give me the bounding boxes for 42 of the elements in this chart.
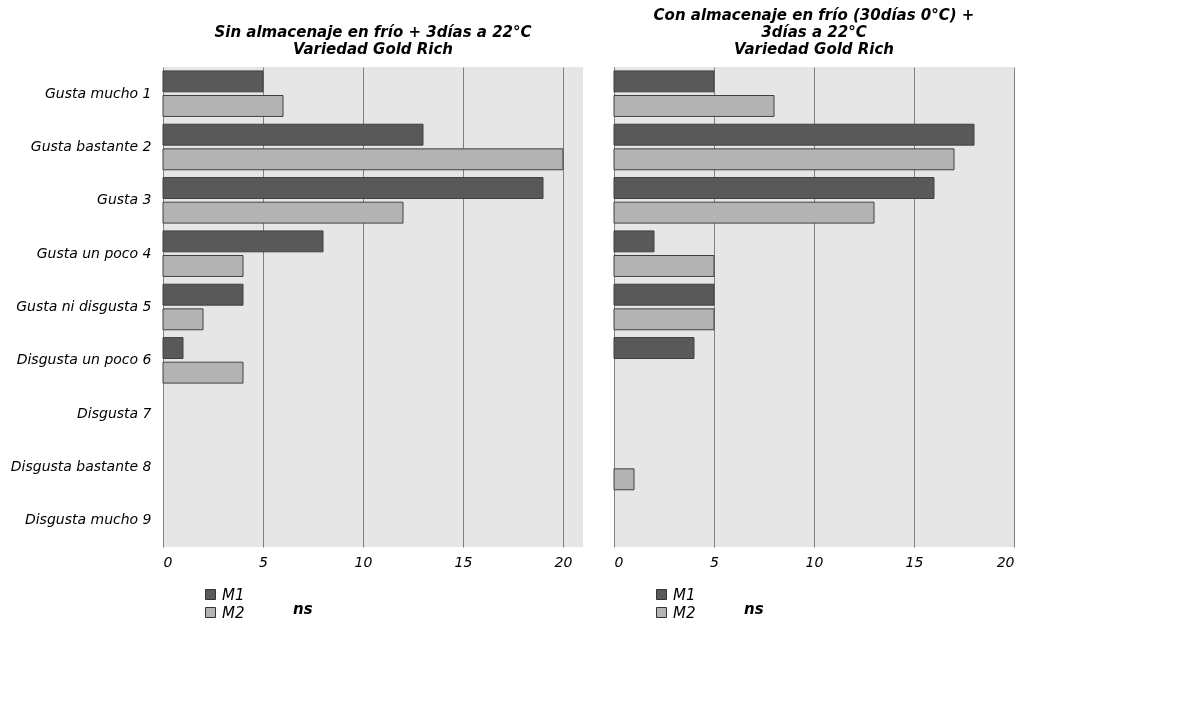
y-tick-label: Gusta 3 <box>97 191 152 208</box>
text: ns <box>293 600 313 618</box>
text: Sin almacenaje en frío + 3días a 22°C <box>214 23 532 41</box>
legend-label: M1 <box>673 585 696 604</box>
bar <box>162 255 244 277</box>
bar <box>162 283 244 306</box>
x-tick-label: 0 <box>163 553 173 570</box>
x-tick-label: 15 <box>454 553 473 570</box>
bar <box>162 70 264 93</box>
y-tick-label: Disgusta un poco 6 <box>16 351 152 368</box>
text: ns <box>744 600 764 618</box>
text: Variedad Gold Rich <box>292 40 454 58</box>
legend-label: M1 <box>222 585 245 604</box>
x-tick-label: 20 <box>996 553 1015 570</box>
y-tick-label: Disgusta 7 <box>77 404 152 421</box>
y-tick-label: Gusta un poco 4 <box>36 244 152 261</box>
y-tick-label: Gusta bastante 2 <box>30 138 152 154</box>
legend-label: M2 <box>673 603 696 622</box>
x-tick-label: 10 <box>354 553 373 570</box>
x-tick-label: 5 <box>710 553 720 570</box>
text: Con almacenaje en frío (30días 0°C) + <box>653 6 975 24</box>
y-tick-label: Gusta ni disgusta 5 <box>16 298 152 314</box>
legend-label: M2 <box>222 603 245 622</box>
text: Variedad Gold Rich <box>733 40 895 58</box>
x-tick-label: 5 <box>259 553 269 570</box>
bar <box>162 337 184 359</box>
bar <box>162 308 204 331</box>
y-tick-label: Gusta mucho 1 <box>44 84 152 101</box>
x-tick-label: 0 <box>614 553 624 570</box>
y-tick-label: Disgusta bastante 8 <box>10 458 152 474</box>
x-tick-label: 15 <box>905 553 924 570</box>
x-tick-label: 20 <box>554 553 573 570</box>
bar <box>162 148 564 171</box>
y-tick-label: Disgusta mucho 9 <box>24 511 152 528</box>
x-tick-label: 10 <box>805 553 824 570</box>
bar <box>162 177 544 199</box>
bar <box>162 95 284 117</box>
bar <box>162 361 244 384</box>
bar <box>162 230 324 253</box>
text: 3días a 22°C <box>761 23 867 41</box>
bar <box>162 201 404 224</box>
bar <box>162 123 424 146</box>
